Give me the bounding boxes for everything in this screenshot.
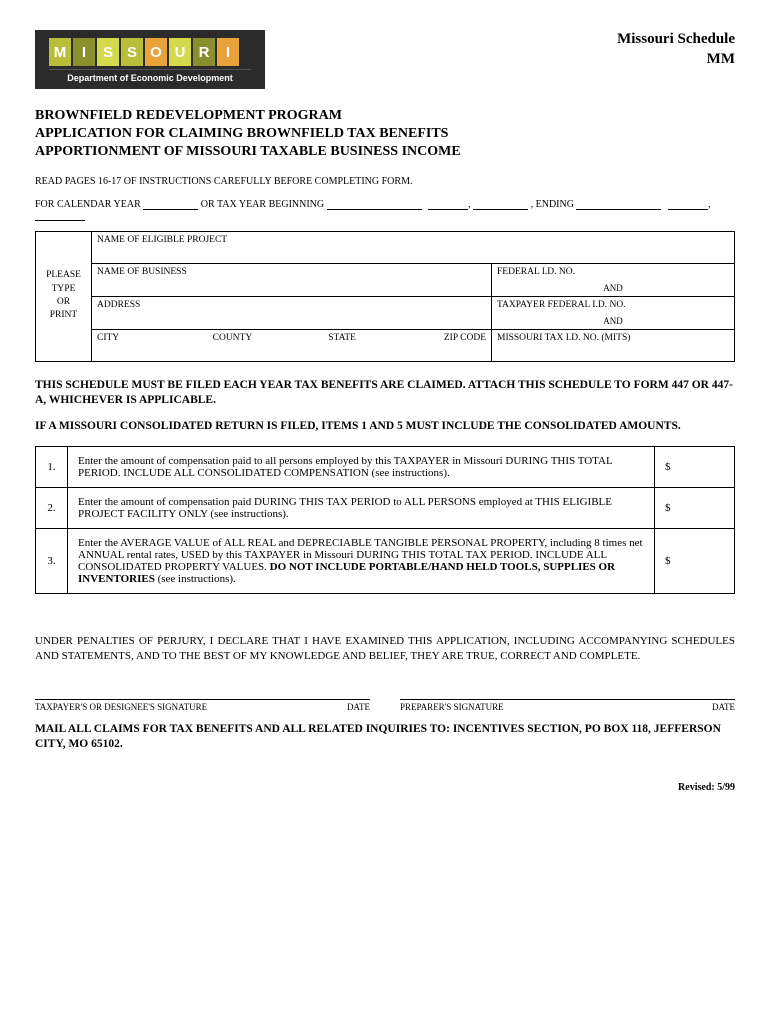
- tax-begin-blank2[interactable]: [428, 209, 468, 210]
- taxpayer-fed-id-cell[interactable]: TAXPAYER FEDERAL I.D. NO. AND: [492, 296, 735, 329]
- city-label: CITY: [97, 333, 213, 343]
- state-label: STATE: [328, 333, 444, 343]
- perjury-statement: UNDER PENALTIES OF PERJURY, I DECLARE TH…: [35, 634, 735, 664]
- calendar-year-blank[interactable]: [143, 209, 198, 210]
- item-amount[interactable]: $: [655, 529, 735, 594]
- mo-tax-id-cell[interactable]: MISSOURI TAX I.D. NO. (MITS): [492, 329, 735, 361]
- taxpayer-sig-label: TAXPAYER'S OR DESIGNEE'S SIGNATURE: [35, 702, 207, 712]
- city-row-cell[interactable]: CITY COUNTY STATE ZIP CODE: [92, 329, 492, 361]
- federal-id-label: FEDERAL I.D. NO.: [497, 267, 575, 277]
- year-ending: , ENDING: [531, 199, 574, 210]
- logo-letter: U: [169, 38, 191, 66]
- logo-subtitle: Department of Economic Development: [49, 69, 251, 83]
- title-line2: APPLICATION FOR CLAIMING BROWNFIELD TAX …: [35, 125, 735, 143]
- info-table: PLEASETYPEORPRINT NAME OF ELIGIBLE PROJE…: [35, 231, 735, 362]
- schedule-title: Missouri Schedule MM: [617, 30, 735, 69]
- tax-end-blank2[interactable]: [668, 209, 708, 210]
- county-label: COUNTY: [213, 333, 329, 343]
- title-line3: APPORTIONMENT OF MISSOURI TAXABLE BUSINE…: [35, 143, 735, 161]
- item-description: Enter the amount of compensation paid DU…: [68, 488, 655, 529]
- taxpayer-sig-date: DATE: [347, 702, 370, 712]
- logo-letter: R: [193, 38, 215, 66]
- tax-end-blank1[interactable]: [576, 209, 661, 210]
- tax-begin-blank3[interactable]: [473, 209, 528, 210]
- tax-begin-blank1[interactable]: [327, 209, 422, 210]
- year-mid: OR TAX YEAR BEGINNING: [201, 199, 324, 210]
- zip-label: ZIP CODE: [444, 333, 486, 343]
- business-name-cell[interactable]: NAME OF BUSINESS: [92, 263, 492, 296]
- address-cell[interactable]: ADDRESS: [92, 296, 492, 329]
- item-number: 3.: [36, 529, 68, 594]
- item-amount[interactable]: $: [655, 447, 735, 488]
- logo-letter: S: [121, 38, 143, 66]
- mail-instructions: MAIL ALL CLAIMS FOR TAX BENEFITS AND ALL…: [35, 722, 735, 752]
- preparer-signature-block[interactable]: PREPARER'S SIGNATURE DATE: [400, 699, 735, 712]
- preparer-sig-date: DATE: [712, 702, 735, 712]
- tax-end-blank3[interactable]: [35, 220, 85, 221]
- and-2: AND: [497, 316, 729, 326]
- item-description: Enter the AVERAGE VALUE of ALL REAL and …: [68, 529, 655, 594]
- logo-letters: MISSOURI: [49, 38, 251, 66]
- instructions-note: READ PAGES 16-17 OF INSTRUCTIONS CAREFUL…: [35, 176, 735, 187]
- item-description: Enter the amount of compensation paid to…: [68, 447, 655, 488]
- item-number: 1.: [36, 447, 68, 488]
- project-name-cell[interactable]: NAME OF ELIGIBLE PROJECT: [92, 231, 735, 263]
- taxpayer-signature-block[interactable]: TAXPAYER'S OR DESIGNEE'S SIGNATURE DATE: [35, 699, 370, 712]
- logo-box: MISSOURI Department of Economic Developm…: [35, 30, 265, 89]
- side-label: PLEASETYPEORPRINT: [36, 231, 92, 361]
- item-amount[interactable]: $: [655, 488, 735, 529]
- bold-note-1: THIS SCHEDULE MUST BE FILED EACH YEAR TA…: [35, 378, 735, 408]
- schedule-line2: MM: [617, 50, 735, 70]
- logo-letter: I: [217, 38, 239, 66]
- bold-note-2: IF A MISSOURI CONSOLIDATED RETURN IS FIL…: [35, 419, 735, 434]
- logo-letter: I: [73, 38, 95, 66]
- logo-letter: M: [49, 38, 71, 66]
- year-prefix: FOR CALENDAR YEAR: [35, 199, 141, 210]
- main-title: BROWNFIELD REDEVELOPMENT PROGRAM APPLICA…: [35, 107, 735, 162]
- title-line1: BROWNFIELD REDEVELOPMENT PROGRAM: [35, 107, 735, 125]
- revised-date: Revised: 5/99: [35, 782, 735, 793]
- taxpayer-fed-id-label: TAXPAYER FEDERAL I.D. NO.: [497, 300, 626, 310]
- federal-id-cell[interactable]: FEDERAL I.D. NO. AND: [492, 263, 735, 296]
- logo-letter: O: [145, 38, 167, 66]
- preparer-sig-label: PREPARER'S SIGNATURE: [400, 702, 504, 712]
- year-line: FOR CALENDAR YEAR OR TAX YEAR BEGINNING …: [35, 199, 735, 221]
- and-1: AND: [497, 283, 729, 293]
- signature-row: TAXPAYER'S OR DESIGNEE'S SIGNATURE DATE …: [35, 699, 735, 712]
- schedule-line1: Missouri Schedule: [617, 30, 735, 50]
- items-table: 1.Enter the amount of compensation paid …: [35, 446, 735, 594]
- header-row: MISSOURI Department of Economic Developm…: [35, 30, 735, 89]
- item-number: 2.: [36, 488, 68, 529]
- logo-letter: S: [97, 38, 119, 66]
